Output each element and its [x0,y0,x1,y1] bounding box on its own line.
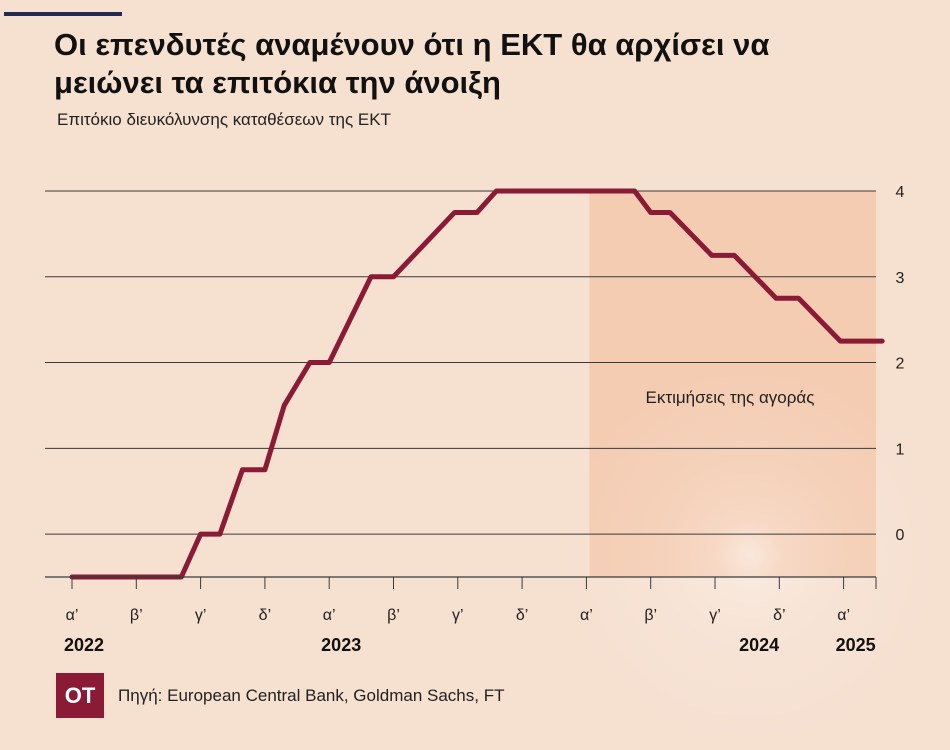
accent-bar [4,12,122,16]
x-tick-label: α’ [323,607,336,624]
x-tick-label: β’ [644,607,657,624]
year-label: 2025 [836,635,876,655]
x-tick-label: δ’ [773,607,785,624]
y-tick-label: 0 [896,527,905,544]
decorative-glow [560,365,940,745]
year-label: 2024 [739,635,779,655]
x-tick-label: δ’ [516,607,528,624]
series-line-0 [69,188,885,580]
x-tick-label: γ’ [709,607,721,624]
x-tick-label: γ’ [195,607,207,624]
x-tick-label: β’ [387,607,400,624]
x-tick-label: δ’ [259,607,271,624]
y-tick-label: 3 [896,270,905,287]
y-tick-label: 2 [896,356,905,373]
ot-logo: ΟΤ [56,673,104,718]
source-text: Πηγή: European Central Bank, Goldman Sac… [118,686,505,705]
x-tick-label: α’ [66,607,79,624]
x-tick-label: α’ [580,607,593,624]
forecast-annotation: Εκτιμήσεις της αγοράς [646,388,815,407]
y-tick-label: 1 [896,441,905,458]
chart-subtitle: Επιτόκιο διευκόλυνσης καταθέσεων της ΕΚΤ [57,110,391,129]
x-tick-label: β’ [130,607,143,624]
chart-title: Οι επενδυτές αναμένουν ότι η ΕΚΤ θα αρχί… [54,27,770,100]
year-label: 2023 [321,635,361,655]
x-tick-label: γ’ [452,607,464,624]
y-tick-label: 4 [896,184,905,201]
x-tick-label: α’ [837,607,850,624]
year-label: 2022 [64,635,104,655]
